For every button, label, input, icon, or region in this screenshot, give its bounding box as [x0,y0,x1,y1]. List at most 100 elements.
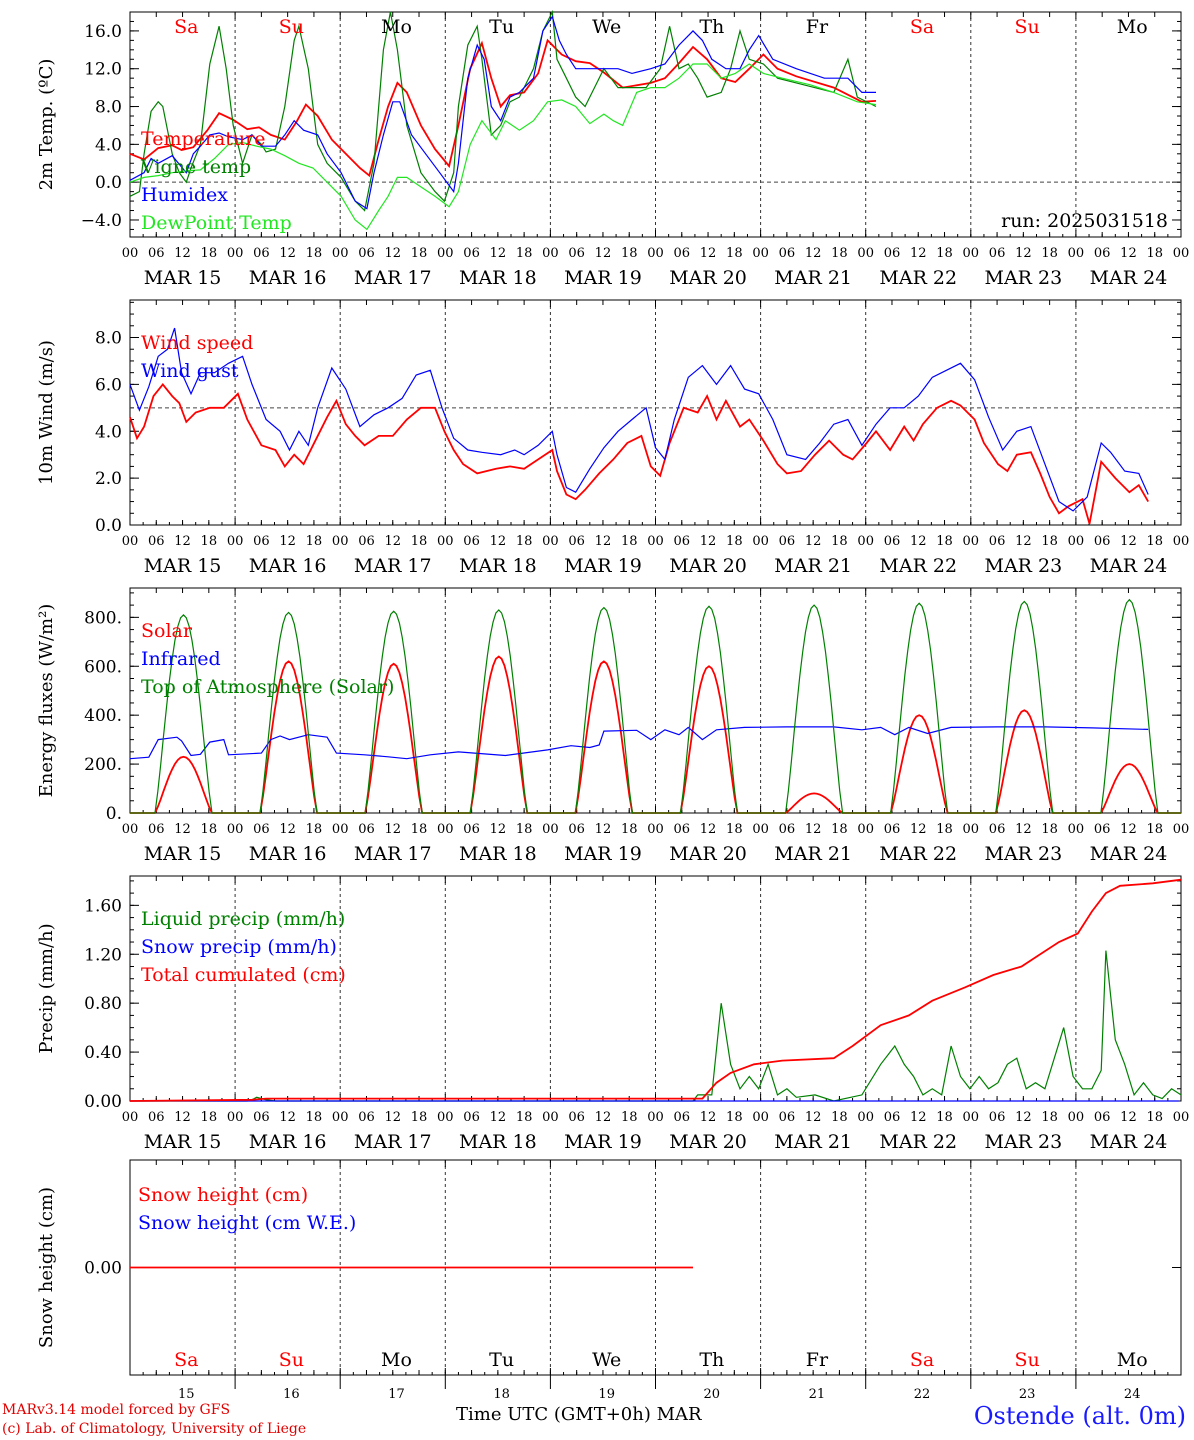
weekday-label-bottom: Su [1014,1349,1039,1371]
hour-tick-label: 12 [805,534,822,549]
hour-tick-label: 06 [674,822,691,837]
legend-entry: Top of Atmosphere (Solar) [141,676,394,698]
hour-tick-label: 12 [910,534,927,549]
y-tick-label: 2.0 [95,469,122,489]
hour-tick-label: 18 [306,1110,323,1125]
hour-tick-label: 12 [279,534,296,549]
day-label: MAR 17 [354,843,432,865]
hour-tick-label: 06 [1094,1110,1111,1125]
day-label: MAR 15 [144,843,222,865]
hour-tick-label: 00 [963,822,980,837]
series-line-liquid-precip-mm-h- [130,950,1182,1102]
y-axis-title: Snow height (cm) [36,1187,57,1348]
hour-tick-label: 18 [306,534,323,549]
day-label: MAR 19 [564,555,642,577]
series-line-temperature [129,38,877,178]
day-label: MAR 23 [984,1131,1062,1153]
hour-tick-label: 12 [1120,1110,1137,1125]
hour-tick-label: 00 [332,246,349,261]
hour-tick-label: 12 [805,1110,822,1125]
hour-tick-label: 12 [490,534,507,549]
hour-tick-label: 06 [253,822,270,837]
hour-tick-label: 00 [227,822,244,837]
day-number-label: 24 [1124,1387,1141,1402]
y-tick-label: 0.0 [95,516,122,536]
hour-tick-label: 06 [989,534,1006,549]
hour-tick-label: 06 [989,1110,1006,1125]
hour-tick-label: 00 [227,246,244,261]
hour-tick-label: 06 [884,246,901,261]
hour-tick-label: 00 [227,1110,244,1125]
day-number-label: 19 [598,1387,615,1402]
legend-entry: Wind gust [141,360,239,382]
hour-tick-label: 06 [779,822,796,837]
day-number-label: 16 [283,1387,300,1402]
hour-tick-label: 06 [253,246,270,261]
y-tick-label: 1.20 [84,945,122,965]
weekday-label-bottom: Su [279,1349,304,1371]
day-number-label: 23 [1019,1387,1036,1402]
hour-tick-label: 00 [122,1110,139,1125]
legend-entry: Snow height (cm) [138,1184,308,1206]
hour-tick-label: 18 [1041,246,1058,261]
lab-credit-text: (c) Lab. of Climatology, University of L… [2,1421,307,1437]
hour-tick-label: 06 [884,822,901,837]
legend-entry: Wind speed [141,332,253,354]
hour-tick-label: 00 [227,534,244,549]
day-label: MAR 18 [459,843,537,865]
hour-tick-label: 12 [805,246,822,261]
hour-tick-label: 00 [542,1110,559,1125]
hour-tick-label: 06 [779,534,796,549]
panel-1: 16.0 12.0 8.0 4.0 0.0 −4.0 2m Temp. (ºC) Temper… [36,9,1189,289]
weekday-label-bottom: Sa [174,1349,198,1371]
weekday-label-top: Tu [489,16,514,38]
day-label: MAR 22 [879,555,957,577]
day-label: MAR 21 [774,555,852,577]
day-label: MAR 24 [1090,1131,1168,1153]
day-label: MAR 16 [249,843,327,865]
hour-tick-label: 12 [595,246,612,261]
plot-frame [129,587,1182,814]
weekday-label-top: Fr [806,16,829,38]
y-tick-label: 6.0 [95,375,122,395]
legend-entry: Temperature [141,128,265,150]
hour-tick-label: 12 [1120,246,1137,261]
hour-tick-label: 12 [910,1110,927,1125]
hour-tick-label: 18 [411,534,428,549]
hour-tick-label: 00 [1068,534,1085,549]
hour-tick-label: 12 [384,246,401,261]
hour-tick-label: 12 [700,534,717,549]
station-name: Ostende (alt. 0m) [973,1402,1186,1430]
hour-tick-label: 00 [332,822,349,837]
panel-2: 8.0 6.0 4.0 2.0 0.0 10m Wind (m/s) Wind speed W… [36,299,1189,577]
hour-tick-label: 18 [201,1110,218,1125]
hour-tick-label: 18 [306,822,323,837]
series-line-top-of-atmosphere-solar- [130,598,1181,814]
day-label: MAR 24 [1090,843,1168,865]
hour-tick-label: 12 [279,1110,296,1125]
y-tick-label: −4.0 [81,211,122,231]
hour-tick-label: 12 [805,822,822,837]
weekday-label-bottom: Sa [910,1349,934,1371]
hour-tick-label: 06 [253,1110,270,1125]
day-label: MAR 20 [669,1131,747,1153]
hour-tick-label: 18 [411,1110,428,1125]
weekday-label-top: Mo [1117,16,1148,38]
day-label: MAR 19 [564,1131,642,1153]
hour-tick-label: 00 [857,534,874,549]
weekday-label-top: Th [699,16,724,38]
legend-entry: Vigne temp [140,156,251,178]
weekday-label-top: We [592,16,621,38]
day-label: MAR 21 [774,843,852,865]
hour-tick-label: 12 [1120,534,1137,549]
hour-tick-label: 18 [936,534,953,549]
hour-tick-label: 18 [201,822,218,837]
hour-tick-label: 12 [174,534,191,549]
hour-tick-label: 00 [963,534,980,549]
hour-tick-label: 06 [674,1110,691,1125]
day-label: MAR 22 [879,1131,957,1153]
hour-tick-label: 06 [1094,534,1111,549]
hour-tick-label: 18 [1041,822,1058,837]
hour-tick-label: 18 [516,1110,533,1125]
hour-tick-label: 12 [174,822,191,837]
